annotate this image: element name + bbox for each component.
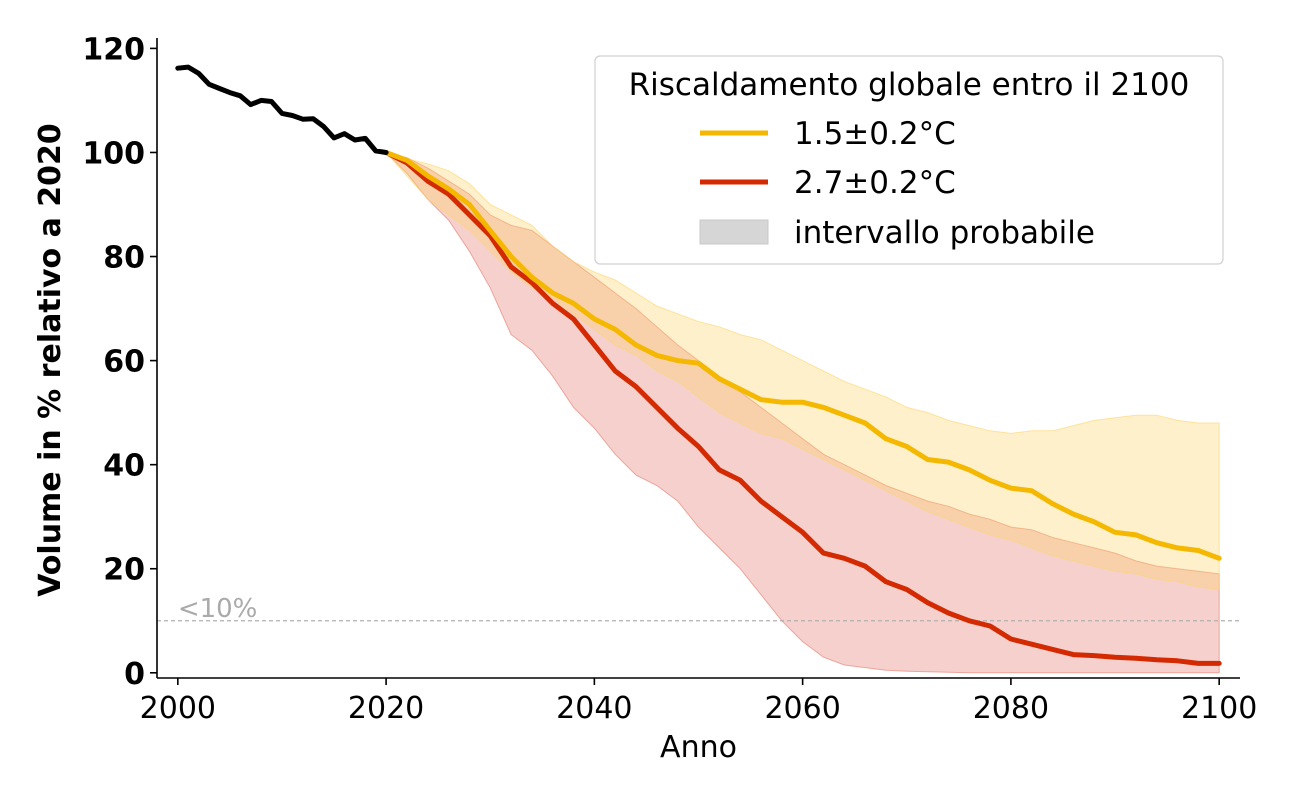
legend: Riscaldamento globale entro il 2100 1.5±0… [594, 55, 1224, 265]
x-axis-label: Anno [660, 730, 737, 765]
y-tick-label: 20 [103, 553, 145, 588]
legend-swatch-range [699, 219, 769, 245]
y-tick-label: 0 [124, 657, 145, 692]
x-tick-label: 2040 [556, 691, 632, 726]
band-red [384, 151, 1220, 674]
uncertainty-bands [384, 151, 1220, 674]
legend-box [594, 55, 1224, 265]
y-tick-label: 60 [103, 345, 145, 380]
series-lines [175, 64, 1222, 666]
history-line [175, 64, 389, 155]
y-tick-label: 120 [82, 32, 145, 67]
x-tick-label: 2000 [140, 691, 216, 726]
series-line-2-7 [383, 150, 1222, 666]
x-tick-label: 2080 [973, 691, 1049, 726]
threshold-group: <10% [157, 594, 1240, 624]
band-yellow [384, 151, 1220, 591]
legend-label-range: intervallo probabile [794, 215, 1095, 251]
legend-label-1-5: 1.5±0.2°C [794, 116, 956, 152]
x-tick-label: 2060 [764, 691, 840, 726]
y-tick-label: 40 [103, 449, 145, 484]
y-tick-label: 80 [103, 241, 145, 276]
y-axis-label: Volume in % relativo a 2020 [33, 123, 68, 597]
threshold-label: <10% [178, 594, 258, 624]
legend-label-2-7: 2.7±0.2°C [794, 165, 956, 201]
y-tick-label: 100 [82, 136, 145, 171]
x-tick-label: 2020 [348, 691, 424, 726]
series-line-1-5 [383, 150, 1222, 561]
legend-title: Riscaldamento globale entro il 2100 [629, 67, 1190, 103]
x-tick-label: 2100 [1181, 691, 1257, 726]
